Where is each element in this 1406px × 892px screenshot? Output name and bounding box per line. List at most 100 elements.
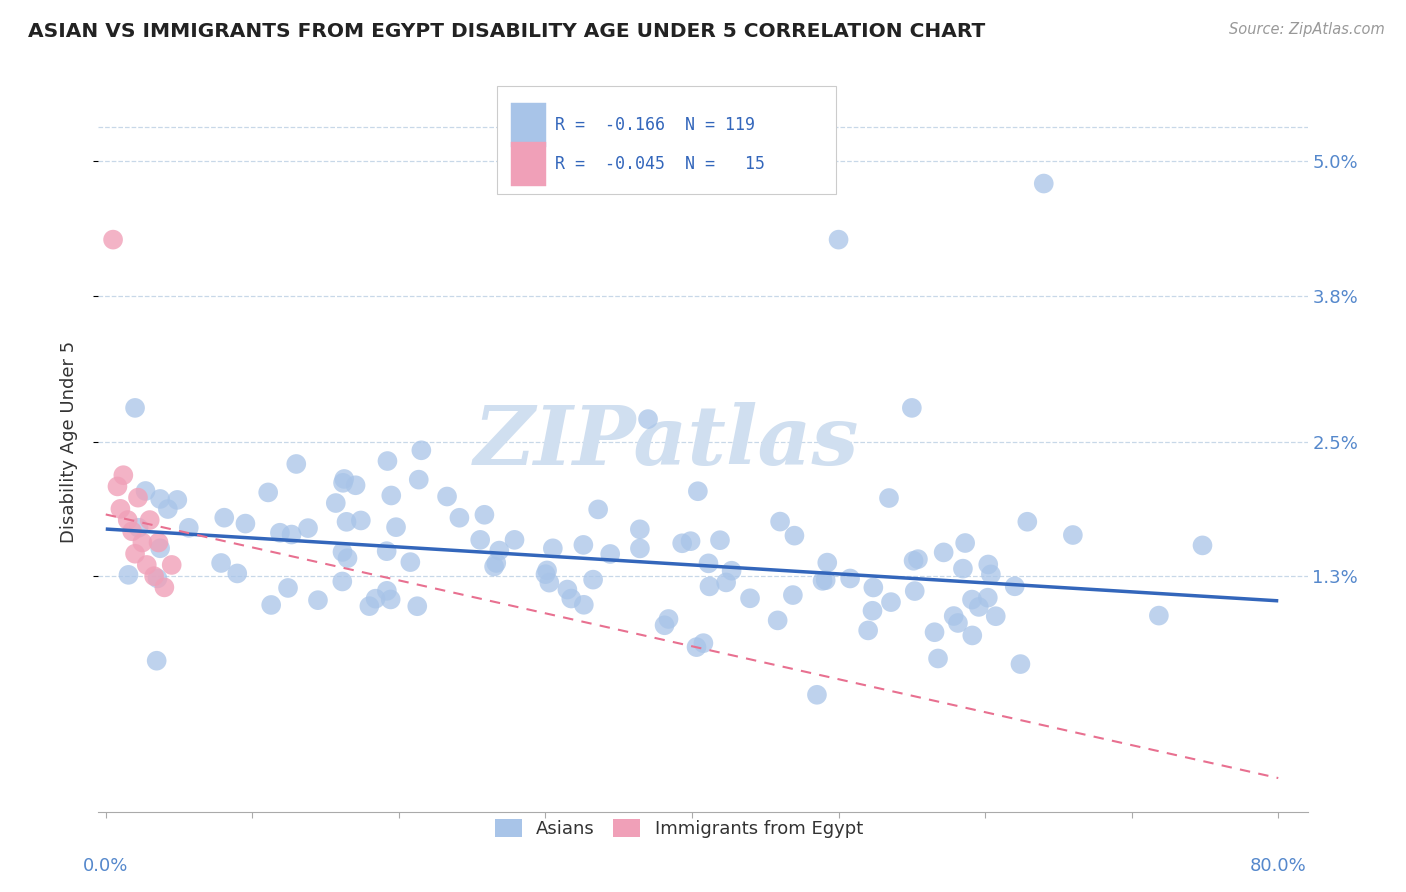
Point — [697, 557, 720, 571]
Point — [839, 572, 862, 586]
Point — [285, 457, 308, 471]
Point — [1032, 177, 1054, 191]
Point — [560, 591, 582, 606]
Point — [671, 536, 693, 550]
Point — [782, 588, 804, 602]
Point — [127, 491, 149, 505]
Point — [962, 628, 984, 642]
Point — [977, 591, 1000, 605]
Point — [344, 478, 367, 492]
Point — [709, 533, 731, 548]
Point — [153, 580, 176, 594]
Point — [806, 688, 828, 702]
Point — [783, 529, 806, 543]
Text: R =  -0.166  N = 119: R = -0.166 N = 119 — [555, 117, 755, 135]
Point — [685, 640, 707, 654]
Point — [1147, 608, 1170, 623]
FancyBboxPatch shape — [510, 103, 546, 147]
Point — [177, 521, 200, 535]
Point — [482, 559, 505, 574]
Point — [503, 533, 526, 547]
Point — [766, 613, 789, 627]
FancyBboxPatch shape — [498, 87, 837, 194]
Point — [1017, 515, 1039, 529]
Point — [280, 527, 302, 541]
Point — [149, 541, 172, 556]
Point — [269, 525, 291, 540]
Point — [1062, 528, 1084, 542]
Point — [330, 574, 353, 589]
Legend: Asians, Immigrants from Egypt: Asians, Immigrants from Egypt — [489, 814, 869, 844]
Point — [406, 599, 429, 614]
Point — [385, 520, 408, 534]
Point — [131, 535, 153, 549]
Point — [769, 515, 792, 529]
Point — [811, 574, 834, 588]
Point — [107, 479, 129, 493]
Point — [877, 491, 900, 505]
Point — [534, 567, 557, 582]
Point — [880, 595, 903, 609]
Point — [488, 543, 510, 558]
Point — [474, 508, 496, 522]
Text: R =  -0.045  N =   15: R = -0.045 N = 15 — [555, 155, 765, 173]
Point — [814, 573, 837, 587]
Point — [411, 443, 433, 458]
Point — [586, 502, 609, 516]
Text: ZIPatlas: ZIPatlas — [474, 401, 859, 482]
Point — [738, 591, 761, 606]
Point — [686, 484, 709, 499]
Point — [160, 558, 183, 572]
Point — [146, 571, 169, 585]
Point — [121, 524, 143, 539]
Point — [436, 490, 458, 504]
Point — [960, 592, 983, 607]
Point — [541, 541, 564, 556]
Point — [699, 579, 721, 593]
Point — [942, 609, 965, 624]
Point — [325, 496, 347, 510]
Point — [377, 454, 399, 468]
Point — [485, 556, 508, 570]
Point — [226, 566, 249, 581]
Point — [679, 534, 702, 549]
Point — [628, 522, 651, 536]
Point — [582, 573, 605, 587]
Point — [350, 513, 373, 527]
FancyBboxPatch shape — [510, 143, 546, 186]
Point — [333, 472, 356, 486]
Point — [307, 593, 329, 607]
Point — [856, 624, 879, 638]
Point — [359, 599, 381, 614]
Point — [380, 488, 402, 502]
Point — [904, 584, 927, 599]
Point — [297, 521, 319, 535]
Point — [538, 575, 561, 590]
Point — [257, 485, 280, 500]
Point — [156, 502, 179, 516]
Point — [1004, 579, 1026, 593]
Point — [637, 412, 659, 426]
Point — [332, 545, 354, 559]
Point — [128, 521, 150, 535]
Text: 80.0%: 80.0% — [1250, 856, 1306, 874]
Point — [380, 592, 402, 607]
Point — [135, 558, 157, 572]
Point — [143, 569, 166, 583]
Text: ASIAN VS IMMIGRANTS FROM EGYPT DISABILITY AGE UNDER 5 CORRELATION CHART: ASIAN VS IMMIGRANTS FROM EGYPT DISABILIT… — [28, 22, 986, 41]
Point — [124, 547, 146, 561]
Point — [599, 547, 621, 561]
Point — [408, 473, 430, 487]
Point — [277, 581, 299, 595]
Point — [375, 583, 398, 598]
Point — [148, 535, 170, 549]
Point — [862, 581, 884, 595]
Point — [720, 564, 742, 578]
Point — [101, 233, 124, 247]
Point — [932, 545, 955, 559]
Point — [980, 567, 1002, 582]
Point — [145, 654, 167, 668]
Text: Source: ZipAtlas.com: Source: ZipAtlas.com — [1229, 22, 1385, 37]
Point — [901, 401, 924, 415]
Point — [449, 510, 471, 524]
